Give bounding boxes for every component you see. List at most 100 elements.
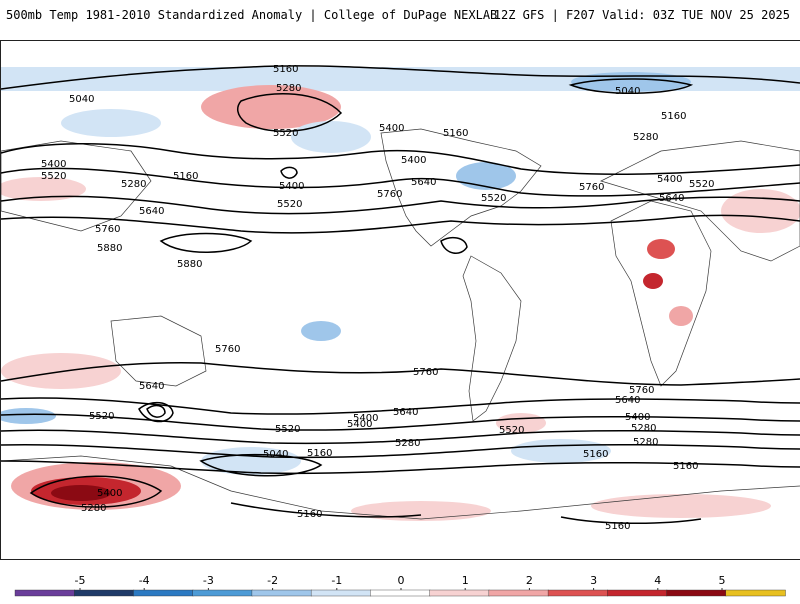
colorbar-segment	[74, 589, 135, 597]
contour-label: 5520	[689, 179, 714, 190]
colorbar-segment	[192, 589, 253, 597]
contour-label: 5160	[443, 128, 468, 139]
colorbar-segment	[14, 589, 75, 597]
africa-warm-b	[643, 273, 663, 289]
contour-5520-south	[1, 413, 800, 431]
colorbar: -5 -4 -3 -2 -1 0 1 2 3 4 5	[0, 568, 800, 600]
contour-label: 5520	[275, 424, 300, 435]
colorbar-segment	[133, 589, 194, 597]
contour-5040-south	[199, 453, 323, 477]
colorbar-tick-label: -2	[267, 574, 278, 587]
contour-label: 5280	[81, 503, 106, 514]
colorbar-ticks: -5 -4 -3 -2 -1 0 1 2 3 4 5	[75, 574, 726, 590]
colorbar-segment	[725, 589, 786, 597]
contour-label: 5280	[395, 438, 420, 449]
colorbar-segment	[488, 589, 549, 597]
colorbar-segment	[607, 589, 668, 597]
contour-label: 5040	[263, 449, 288, 460]
contour-cut-low	[138, 401, 174, 423]
colorbar-tick-label: 3	[590, 574, 597, 587]
contour-label: 5760	[629, 385, 654, 396]
contour-label: 5520	[89, 411, 114, 422]
contour-small-low	[280, 166, 298, 179]
contour-labels: 5160 5040 5280 5520 5400 5160 5040 5160 …	[41, 64, 714, 532]
australia-outline	[110, 315, 207, 387]
colorbar-svg: -5 -4 -3 -2 -1 0 1 2 3 4 5	[14, 574, 786, 597]
africa-warm-c	[669, 306, 693, 326]
contour-label: 5760	[413, 367, 438, 378]
coastlines	[1, 128, 800, 520]
contour-label: 5640	[659, 193, 684, 204]
anomaly-map: 5160 5040 5280 5520 5400 5160 5040 5160 …	[1, 64, 800, 532]
contour-label: 5520	[481, 193, 506, 204]
colorbar-segment	[547, 589, 609, 597]
contour-label: 5400	[379, 123, 404, 134]
contour-label: 5040	[615, 86, 640, 97]
colorbar-tick-label: 0	[398, 574, 405, 587]
contour-label: 5400	[625, 412, 650, 423]
contour-5160-east	[560, 516, 702, 524]
colorbar-tick-label: 5	[719, 574, 726, 587]
contour-5760-south	[1, 362, 800, 386]
colorbar-tick-label: -4	[139, 574, 150, 587]
contour-label: 5520	[277, 199, 302, 210]
header-bar: 500mb Temp 1981-2010 Standardized Anomal…	[0, 0, 800, 30]
contour-label: 5160	[583, 449, 608, 460]
contour-5640-south	[1, 397, 800, 415]
antarctica-coast	[1, 455, 800, 520]
contour-label: 5640	[393, 407, 418, 418]
contour-label: 5760	[377, 189, 402, 200]
contour-label: 5520	[273, 128, 298, 139]
southern-warm-c	[591, 494, 771, 518]
contour-label: 5160	[173, 171, 198, 182]
gulf-alaska-cool	[291, 121, 371, 153]
contour-label: 5760	[579, 182, 604, 193]
map-panel: 5160 5040 5280 5520 5400 5160 5040 5160 …	[0, 40, 800, 560]
contour-5880-pacific	[159, 232, 253, 253]
contour-label: 5400	[347, 419, 372, 430]
siberia-cool	[571, 72, 691, 92]
colorbar-tick-label: 1	[462, 574, 469, 587]
contour-5400-south	[1, 429, 800, 445]
colorbar-tick-label: 2	[526, 574, 533, 587]
contour-label: 5160	[673, 461, 698, 472]
contour-label: 5640	[411, 177, 436, 188]
contour-5400-north	[1, 143, 800, 175]
contour-label: 5040	[69, 94, 94, 105]
anomaly-shading	[1, 67, 800, 521]
contour-label: 5400	[41, 159, 66, 170]
contour-5520-north	[1, 167, 800, 197]
contour-5280-pacific	[236, 93, 343, 132]
contour-5760-north	[1, 214, 800, 234]
contour-label: 5760	[95, 224, 120, 235]
contour-label: 5760	[215, 344, 240, 355]
contour-label: 5280	[633, 437, 658, 448]
contour-label: 5160	[605, 521, 630, 532]
contour-5640-north	[1, 195, 800, 215]
contour-label: 5400	[657, 174, 682, 185]
antarctic-warm-core	[51, 485, 111, 501]
south-america-outline	[462, 255, 522, 422]
contour-5880-atlantic	[440, 236, 468, 254]
contour-label: 5520	[499, 425, 524, 436]
east-asia-cool	[61, 109, 161, 137]
south-pacific-cool	[301, 321, 341, 341]
colorbar-tick-label: -1	[331, 574, 342, 587]
contour-5040-siberia	[568, 78, 694, 94]
contour-label: 5280	[121, 179, 146, 190]
india-warm	[721, 189, 800, 233]
contour-5280-south	[1, 443, 800, 459]
contour-label: 5280	[631, 423, 656, 434]
contour-label: 5280	[633, 132, 658, 143]
run-valid-info: 12Z GFS | F207 Valid: 03Z TUE NOV 25 202…	[493, 8, 790, 22]
contour-label: 5160	[307, 448, 332, 459]
contour-5160-antarctic	[230, 502, 422, 518]
contour-5160-south	[1, 460, 800, 475]
contour-5400-antarctic	[29, 475, 163, 508]
africa-outline	[610, 200, 712, 387]
southern-warm-b	[351, 501, 491, 521]
contour-label: 5400	[353, 413, 378, 424]
africa-warm-a	[647, 239, 675, 259]
contour-label: 5520	[41, 171, 66, 182]
contour-label: 5640	[139, 381, 164, 392]
